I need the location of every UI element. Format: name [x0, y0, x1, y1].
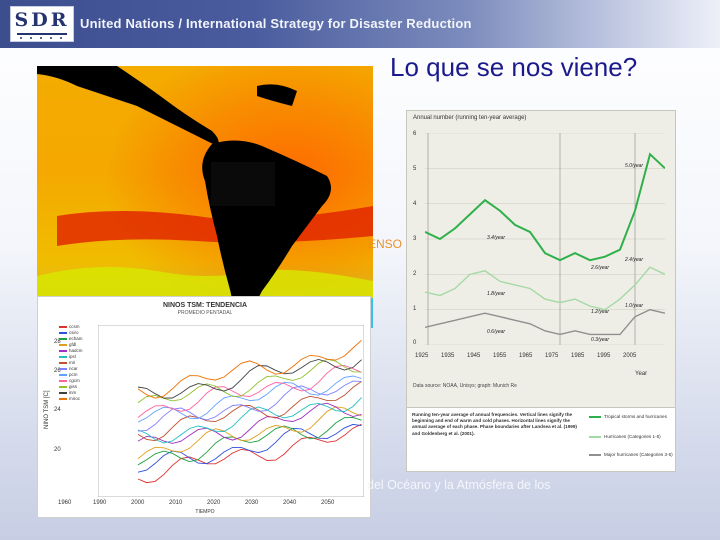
trend-x-tick: 2030 [245, 500, 259, 506]
trend-series-line [137, 364, 362, 418]
sst-trend-chart: NINOS TSM: TENDENCIA PROMEDIO PENTADAL N… [37, 296, 371, 518]
storm-annotation: 2.6/year [591, 265, 610, 271]
trend-chart-xlabel: TIEMPO [195, 509, 215, 515]
storm-y-tick: 6 [413, 131, 417, 137]
storm-x-tick: 1985 [571, 353, 585, 359]
tropical-storms-chart: Annual number (running ten-year average)… [406, 110, 676, 472]
slide-title: Lo que se nos viene? [390, 52, 638, 82]
trend-series-line [137, 406, 362, 460]
storm-x-tick: 1975 [545, 353, 559, 359]
organization-name: United Nations / International Strategy … [80, 16, 472, 31]
storm-plot-area [425, 133, 665, 345]
storm-x-tick: 1935 [441, 353, 455, 359]
storm-series-line [425, 152, 665, 262]
trend-series-line [137, 375, 362, 423]
trend-series-line [137, 359, 362, 399]
storm-annotation: 5.0/year [625, 163, 644, 169]
trend-series-line [137, 358, 362, 404]
logo-dots [20, 37, 62, 39]
storm-annotation: 0.6/year [487, 329, 506, 335]
trend-x-tick: 2000 [131, 500, 145, 506]
trend-x-tick: 2020 [207, 500, 221, 506]
trend-series-line [137, 397, 362, 444]
trend-x-tick: 1990 [93, 500, 107, 506]
header-bar: SDR United Nations / International Strat… [0, 0, 720, 48]
trend-series-line [137, 381, 362, 442]
storm-x-tick: 1995 [597, 353, 611, 359]
storm-chart-source: Data source: NOAA, Unisys; graph: Munich… [413, 383, 517, 389]
trend-legend-item: ipsl [59, 354, 76, 359]
trend-y-tick: 28 [54, 339, 61, 345]
trend-legend-item: csiro [59, 330, 79, 335]
storm-annotation: 0.3/year [591, 337, 610, 343]
storm-annotation: 2.4/year [625, 257, 644, 263]
storm-annotation: 1.2/year [591, 309, 610, 315]
trend-legend-item: ccsm [59, 324, 80, 329]
storm-y-tick: 0 [413, 340, 417, 346]
storm-y-tick: 1 [413, 306, 417, 312]
sea-surface-temperature-image [37, 66, 373, 328]
trend-legend-item: cgcm [59, 378, 80, 383]
storm-y-tick: 3 [413, 236, 417, 242]
storm-annotation: 3.4/year [487, 235, 506, 241]
trend-x-tick: 2010 [169, 500, 183, 506]
legend-item-hurricanes: Hurricanes (Categories 1-5) [589, 434, 661, 440]
legend-item-major-hurricanes: Major hurricanes (Categories 3-5) [589, 452, 673, 458]
trend-series-line [137, 380, 362, 432]
trend-series-line [137, 423, 362, 473]
storm-chart-title: Annual number (running ten-year average) [413, 115, 527, 121]
storm-y-tick: 2 [413, 271, 417, 277]
enso-text-fragment: ENSO [368, 237, 403, 251]
footer-text-fragment: del Océano y la Atmósfera de los [367, 478, 551, 492]
storm-annotation: 1.0/year [625, 303, 644, 309]
trend-legend-item: echam [59, 336, 83, 341]
trend-legend-item: mri [59, 360, 75, 365]
storm-y-tick: 5 [413, 166, 417, 172]
storm-x-tick: 1925 [415, 353, 429, 359]
logo-text: SDR [14, 9, 70, 31]
trend-chart-ylabel: NINO TSM [C] [44, 390, 50, 429]
legend-description: Running ten-year average of annual frequ… [412, 412, 577, 436]
trend-y-tick: 26 [54, 368, 61, 374]
trend-legend-item: pcm [59, 372, 78, 377]
trend-series-line [137, 416, 362, 466]
trend-legend-item: miroc [59, 396, 80, 401]
trend-series-line [137, 402, 362, 444]
trend-legend-item: gfdl [59, 342, 76, 347]
trend-x-tick: 1960 [58, 500, 72, 506]
trend-legend-item: ncar [59, 366, 78, 371]
trend-chart-title: NINOS TSM: TENDENCIA [163, 302, 247, 309]
storm-x-axis-name: Year [635, 371, 648, 377]
storm-chart-legend: Running ten-year average of annual frequ… [407, 407, 675, 471]
storm-x-tick: 1965 [519, 353, 533, 359]
trend-legend-item: giss [59, 384, 77, 389]
storm-x-tick: 1945 [467, 353, 481, 359]
storm-x-tick: 2005 [623, 353, 637, 359]
legend-item-tropical-storms: Tropical storms and hurricanes [589, 414, 667, 420]
trend-y-tick: 20 [54, 447, 61, 453]
storm-annotation: 1.8/year [487, 291, 506, 297]
trend-series-line [137, 339, 362, 399]
storm-x-tick: 1955 [493, 353, 507, 359]
trend-x-tick: 2050 [321, 500, 335, 506]
trend-chart-subtitle: PROMEDIO PENTADAL [177, 310, 233, 316]
isdr-logo: SDR [10, 6, 74, 42]
trend-legend-item: hadcm [59, 348, 83, 353]
trend-legend-item: inm [59, 390, 76, 395]
storm-series-line [425, 266, 665, 311]
storm-y-tick: 4 [413, 201, 417, 207]
trend-y-tick: 24 [54, 407, 61, 413]
storm-series-line [425, 308, 665, 336]
trend-x-tick: 2040 [283, 500, 297, 506]
trend-plot-area [98, 325, 364, 497]
logo-rule [17, 33, 67, 35]
